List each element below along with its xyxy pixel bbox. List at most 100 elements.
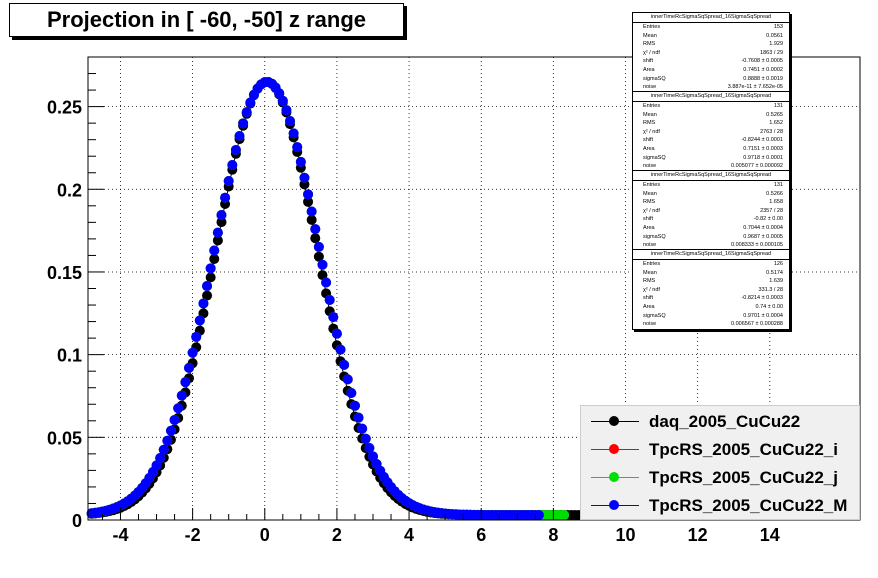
stats-key: sigmaSQ [643, 75, 666, 82]
stats-box: innerTimeRcSigmaSqSpread_16SigmaSqSpread… [632, 170, 790, 251]
stats-row: RMS 1.639 [633, 277, 789, 286]
stats-row: χ² / ndf 1863 / 29 [633, 49, 789, 58]
stats-row: noise 0.005077 ± 0.000092 [633, 162, 789, 171]
legend-label: TpcRS_2005_CuCu22_j [649, 468, 838, 487]
stats-key: Mean [643, 111, 657, 118]
stats-value: 0.7044 ± 0.0004 [743, 224, 783, 231]
stats-value: 131 [773, 182, 783, 188]
data-point [303, 189, 314, 200]
stats-key: RMS [643, 278, 656, 285]
stats-row: noise 0.006567 ± 0.000288 [633, 320, 789, 329]
stats-row: Area 0.7451 ± 0.0002 [633, 66, 789, 75]
stats-value: 0.8888 ± 0.0019 [743, 75, 783, 82]
chart-title: Projection in [ -60, -50] z range [9, 3, 404, 37]
data-point [295, 156, 306, 167]
stats-value: 0.006567 ± 0.000288 [731, 321, 783, 328]
stats-value: 0.9718 ± 0.0001 [743, 154, 783, 161]
legend-marker [609, 472, 619, 482]
stats-row: Area 0.7044 ± 0.0004 [633, 224, 789, 233]
stats-row: shift -0.82 ± 0.00 [633, 215, 789, 224]
stats-row: Entries 131 [633, 181, 789, 190]
stats-key: noise [643, 84, 657, 91]
x-tick-label: 0 [260, 525, 270, 545]
stats-value: 1.652 [769, 120, 783, 127]
data-point [227, 160, 238, 171]
stats-key: Mean [643, 190, 657, 197]
stats-key: Area [643, 224, 655, 231]
stats-box: innerTimeRcSigmaSqSpread_16SigmaSqSpread… [632, 91, 790, 172]
stats-key: Mean [643, 32, 657, 39]
data-point [335, 344, 346, 355]
data-point [367, 451, 378, 462]
stats-value: 0.7151 ± 0.0003 [743, 145, 783, 152]
data-point [349, 400, 360, 411]
stats-value: 0.005077 ± 0.000092 [731, 163, 783, 170]
y-tick-label: 0.25 [47, 98, 82, 118]
stats-value: 153 [773, 24, 783, 30]
x-tick-label: -2 [185, 525, 201, 545]
data-point [230, 144, 241, 155]
stats-row: RMS 1.652 [633, 119, 789, 128]
data-point [184, 362, 195, 373]
stats-key: sigmaSQ [643, 233, 666, 240]
legend-label: TpcRS_2005_CuCu22_i [649, 440, 838, 459]
data-point [212, 227, 223, 238]
data-point [216, 217, 227, 228]
legend-entry-tpcrs-m: TpcRS_2005_CuCu22_M [581, 492, 861, 520]
data-point [328, 312, 339, 323]
data-point [241, 107, 252, 118]
x-tick-label: 2 [332, 525, 342, 545]
stats-key: Entries [643, 103, 661, 109]
data-point [364, 443, 375, 454]
data-point [313, 241, 324, 252]
x-tick-label: 14 [760, 525, 780, 545]
data-point [288, 128, 299, 139]
stats-key: Area [643, 66, 655, 73]
stats-row: χ² / ndf 331.3 / 28 [633, 286, 789, 295]
data-point [299, 172, 310, 183]
stats-value: 1.658 [769, 199, 783, 206]
data-point [158, 444, 169, 455]
data-point [202, 290, 213, 301]
data-point [353, 412, 364, 423]
stats-key: RMS [643, 120, 656, 127]
x-tick-label: 4 [404, 525, 414, 545]
stats-key: Entries [643, 24, 661, 30]
x-tick-label: 12 [688, 525, 708, 545]
stats-value: 1.639 [769, 278, 783, 285]
data-point [360, 433, 371, 444]
stats-key: shift [643, 137, 654, 144]
legend: daq_2005_CuCu22 TpcRS_2005_CuCu22_i TpcR… [580, 405, 860, 520]
stats-value: 131 [773, 103, 783, 109]
y-tick-label: 0 [72, 511, 82, 531]
data-point [209, 253, 220, 264]
stats-value: 2763 / 28 [760, 128, 783, 135]
stats-value: 0.7451 ± 0.0002 [743, 66, 783, 73]
data-point [277, 95, 288, 106]
stats-value: 1863 / 29 [760, 49, 783, 56]
stats-value: -0.8214 ± 0.0003 [741, 295, 783, 302]
axes: -4 -2 0 2 4 6 8 10 12 14 0 0.05 0.1 0.15 0.2 0.25 [47, 73, 825, 545]
stats-value: 0.5266 [766, 190, 783, 197]
stats-key: shift [643, 58, 654, 65]
data-point [306, 214, 317, 225]
x-tick-label: -4 [112, 525, 128, 545]
data-point [194, 315, 205, 326]
data-point [155, 452, 166, 463]
data-point [173, 403, 184, 414]
stats-key: χ² / ndf [643, 207, 660, 214]
stats-value: 0.9687 ± 0.0005 [743, 233, 783, 240]
data-point [180, 377, 191, 388]
data-point [223, 175, 234, 186]
stats-title: innerTimeRcSigmaSqSpread_16SigmaSqSpread [633, 171, 789, 181]
stats-key: Area [643, 303, 655, 310]
data-point [533, 510, 544, 521]
stats-row: Mean 0.5266 [633, 190, 789, 199]
stats-key: sigmaSQ [643, 154, 666, 161]
stats-value: -0.8244 ± 0.0001 [741, 137, 783, 144]
stats-row: shift -0.8214 ± 0.0003 [633, 294, 789, 303]
data-point [313, 251, 324, 262]
legend-marker [609, 444, 619, 454]
y-tick-label: 0.1 [57, 346, 82, 366]
